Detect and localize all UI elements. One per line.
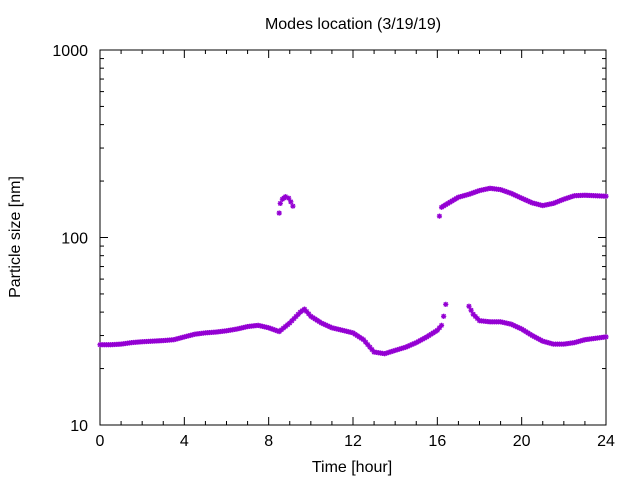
y-axis-label: Particle size [nm] [7, 176, 24, 298]
data-point [290, 203, 296, 209]
y-tick-label: 10 [70, 418, 88, 435]
data-point [438, 322, 445, 328]
data-point [468, 307, 474, 313]
chart-title: Modes location (3/19/19) [265, 16, 441, 33]
axis-ticks [99, 49, 607, 426]
data-point [441, 313, 447, 319]
x-tick-label: 24 [597, 433, 615, 450]
data-point [286, 195, 292, 201]
data-points [97, 185, 609, 357]
x-tick-label: 0 [96, 433, 105, 450]
plot-frame [99, 49, 607, 426]
data-point [603, 193, 609, 199]
x-tick-labels: 0 4 8 12 16 20 24 [96, 433, 615, 450]
data-point [288, 199, 294, 205]
data-point [603, 334, 609, 340]
x-tick-label: 12 [344, 433, 362, 450]
x-tick-label: 20 [513, 433, 531, 450]
x-tick-label: 8 [264, 433, 273, 450]
data-point [436, 213, 443, 219]
y-tick-label: 1000 [52, 43, 88, 60]
y-tick-label: 100 [61, 231, 88, 248]
x-tick-label: 16 [428, 433, 446, 450]
data-point [276, 210, 282, 216]
y-tick-labels: 10 100 1000 [52, 43, 88, 435]
data-point [443, 301, 449, 307]
data-point [388, 349, 394, 355]
data-point [403, 344, 409, 350]
data-point [390, 348, 396, 354]
data-point [466, 303, 472, 309]
data-point [277, 200, 283, 207]
x-axis-label: Time [hour] [312, 459, 392, 476]
x-tick-label: 4 [180, 433, 189, 450]
